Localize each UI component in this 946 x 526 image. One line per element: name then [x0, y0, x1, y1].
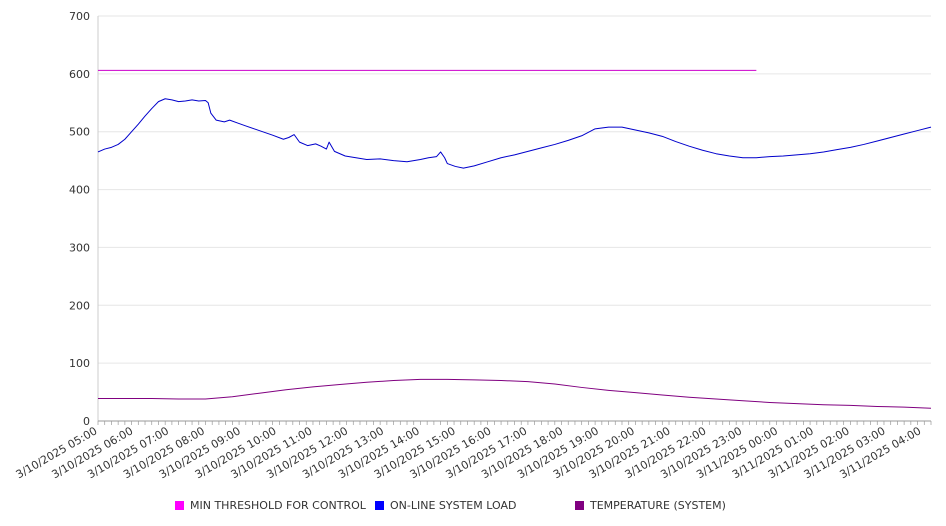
x-axis: 3/10/2025 05:003/10/2025 06:003/10/2025 … — [14, 420, 932, 481]
y-tick-label: 100 — [69, 357, 90, 370]
legend-swatch-threshold — [175, 501, 184, 510]
y-tick-label: 400 — [69, 184, 90, 197]
series-lines — [97, 69, 932, 409]
series-line-1 — [97, 98, 932, 169]
legend-item-temperature[interactable]: TEMPERATURE (SYSTEM) — [575, 499, 726, 512]
y-tick-label: 200 — [69, 299, 90, 312]
legend-item-system-load[interactable]: ON-LINE SYSTEM LOAD — [375, 499, 516, 512]
legend: MIN THRESHOLD FOR CONTROL ON-LINE SYSTEM… — [0, 497, 946, 515]
y-tick-label: 500 — [69, 126, 90, 139]
legend-label-temperature: TEMPERATURE (SYSTEM) — [590, 499, 726, 512]
series-line-2 — [98, 378, 932, 409]
legend-label-system-load: ON-LINE SYSTEM LOAD — [390, 499, 517, 512]
y-tick-label: 600 — [69, 68, 90, 81]
legend-swatch-temperature — [575, 501, 584, 510]
grid-lines — [98, 15, 931, 364]
y-tick-label: 700 — [69, 10, 90, 23]
y-axis: 0 100 200 300 400 500 600 700 — [69, 10, 99, 428]
y-tick-label: 0 — [83, 415, 90, 428]
legend-item-threshold[interactable]: MIN THRESHOLD FOR CONTROL — [175, 499, 366, 512]
legend-label-threshold: MIN THRESHOLD FOR CONTROL — [190, 499, 366, 512]
legend-swatch-system-load — [375, 501, 384, 510]
y-tick-label: 300 — [69, 241, 90, 254]
